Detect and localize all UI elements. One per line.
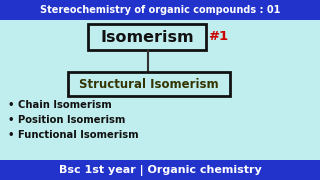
Text: • Position Isomerism: • Position Isomerism — [8, 115, 125, 125]
FancyBboxPatch shape — [88, 24, 206, 50]
Text: Structural Isomerism: Structural Isomerism — [79, 78, 219, 91]
FancyBboxPatch shape — [68, 72, 230, 96]
Text: Isomerism: Isomerism — [100, 30, 194, 44]
Bar — [0, 0, 320, 20]
Text: #1: #1 — [208, 30, 228, 44]
Text: Bsc 1st year | Organic chemistry: Bsc 1st year | Organic chemistry — [59, 165, 261, 176]
Bar — [0, 160, 320, 180]
Text: Stereochemistry of organic compounds : 01: Stereochemistry of organic compounds : 0… — [40, 5, 280, 15]
Text: • Chain Isomerism: • Chain Isomerism — [8, 100, 112, 110]
Text: • Functional Isomerism: • Functional Isomerism — [8, 130, 139, 140]
